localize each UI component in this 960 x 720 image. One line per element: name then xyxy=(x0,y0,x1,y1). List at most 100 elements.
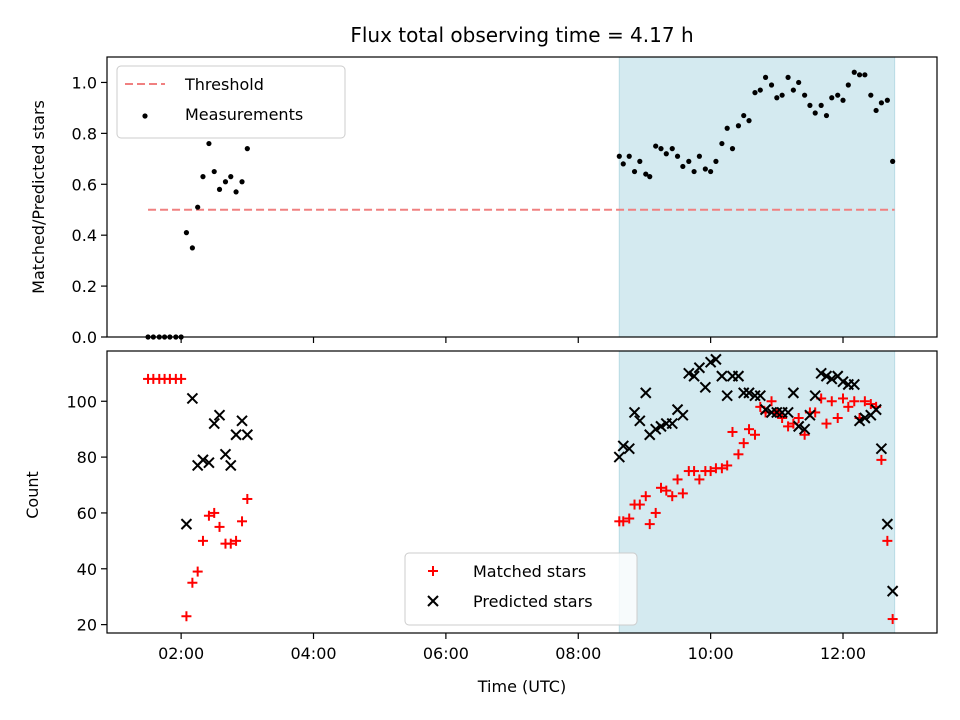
legend: Threshold Measurements xyxy=(116,65,346,139)
data-point-plus xyxy=(793,413,804,424)
y-tick-label: 100 xyxy=(66,392,97,411)
data-point xyxy=(647,174,653,180)
data-point xyxy=(626,153,632,159)
data-point xyxy=(674,153,681,159)
x-b xyxy=(230,429,242,441)
x-b xyxy=(826,373,838,385)
x-b xyxy=(759,403,772,416)
data-point xyxy=(631,168,638,175)
data-point-x xyxy=(655,420,667,433)
data-point-plus xyxy=(821,418,832,429)
data-point-x xyxy=(743,387,755,399)
data-point-plus xyxy=(650,507,661,518)
data-point xyxy=(878,100,885,106)
data-point-x xyxy=(826,373,838,385)
x-b xyxy=(870,403,882,416)
data-point-plus xyxy=(214,521,225,532)
x-b xyxy=(875,443,888,455)
data-point-plus xyxy=(744,424,755,435)
y-tick-label: 0.6 xyxy=(72,175,97,194)
legend-label: Threshold xyxy=(184,75,264,94)
data-point xyxy=(785,74,791,80)
data-point-plus xyxy=(826,396,837,407)
data-point-x xyxy=(236,415,248,427)
x-b xyxy=(617,440,629,452)
data-point-plus xyxy=(876,454,887,465)
x-b xyxy=(704,356,717,368)
data-point-plus xyxy=(677,488,688,499)
x-b xyxy=(693,362,706,374)
x-b xyxy=(688,370,700,382)
data-point-plus xyxy=(624,513,635,524)
plot-frame xyxy=(106,350,938,634)
data-point-plus xyxy=(655,482,666,493)
data-point-x xyxy=(792,420,805,433)
data-point xyxy=(790,87,796,93)
x-b xyxy=(792,420,805,433)
data-point xyxy=(741,112,747,119)
y-tick-label: 60 xyxy=(77,504,97,523)
x-b xyxy=(225,459,237,472)
data-point-x xyxy=(732,370,745,382)
data-point xyxy=(818,102,824,108)
data-point-x xyxy=(853,415,866,427)
y-tick-label: 20 xyxy=(77,616,97,635)
x-b xyxy=(832,370,844,382)
y-tick-label: 0.8 xyxy=(72,124,97,143)
data-point-x xyxy=(208,417,220,430)
x-b xyxy=(203,456,215,469)
data-point-plus xyxy=(722,460,733,471)
data-point-plus xyxy=(618,516,629,527)
data-point xyxy=(620,161,626,167)
x-b xyxy=(732,370,745,382)
data-point-x xyxy=(225,459,237,472)
x-b xyxy=(787,387,800,399)
data-point xyxy=(807,102,813,108)
data-point xyxy=(222,179,229,185)
data-point xyxy=(840,97,846,103)
data-point xyxy=(200,174,206,180)
data-point-plus xyxy=(799,429,810,440)
data-point xyxy=(851,69,857,75)
x-b xyxy=(180,518,193,530)
x-b xyxy=(848,378,860,391)
x-b xyxy=(683,367,695,380)
data-point-x xyxy=(180,518,193,530)
x-b xyxy=(859,412,871,424)
x-b xyxy=(219,448,232,461)
data-point xyxy=(637,158,643,164)
series-measurements xyxy=(145,69,896,340)
x-b xyxy=(743,387,755,399)
data-point-x xyxy=(623,443,635,455)
data-point-plus xyxy=(849,396,860,407)
data-point-x xyxy=(721,389,733,402)
x-b xyxy=(236,415,248,427)
data-point-x xyxy=(875,443,888,455)
x-b xyxy=(197,454,209,466)
data-point-x xyxy=(804,409,816,421)
data-point-plus xyxy=(231,535,242,546)
x-b xyxy=(677,409,689,421)
x-tick-label: 04:00 xyxy=(290,644,336,663)
x-tick-label: 08:00 xyxy=(555,644,601,663)
data-point xyxy=(724,125,730,131)
series-matched-stars xyxy=(143,373,898,625)
data-point xyxy=(686,158,692,164)
y-tick-label: 0.2 xyxy=(72,277,97,296)
data-point-x xyxy=(759,403,772,416)
bottom-panel-counts: 20 40 60 80 100 02:00 04:00 06:00 08:00 10:00 12:0… xyxy=(66,350,938,663)
data-point xyxy=(189,245,195,251)
x-b xyxy=(716,370,728,382)
x-b xyxy=(820,370,833,382)
data-point-plus xyxy=(832,413,843,424)
data-point-plus xyxy=(859,396,870,407)
data-point xyxy=(719,140,725,147)
x-b xyxy=(721,389,733,402)
data-point-x xyxy=(688,370,700,382)
data-point-plus xyxy=(766,396,777,407)
data-point xyxy=(658,146,664,152)
data-point-x xyxy=(693,362,706,374)
x-b xyxy=(886,585,899,597)
series-predicted-stars xyxy=(180,353,899,597)
data-point-x xyxy=(710,353,722,366)
